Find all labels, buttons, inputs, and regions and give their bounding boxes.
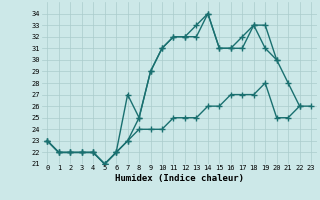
X-axis label: Humidex (Indice chaleur): Humidex (Indice chaleur)	[115, 174, 244, 183]
